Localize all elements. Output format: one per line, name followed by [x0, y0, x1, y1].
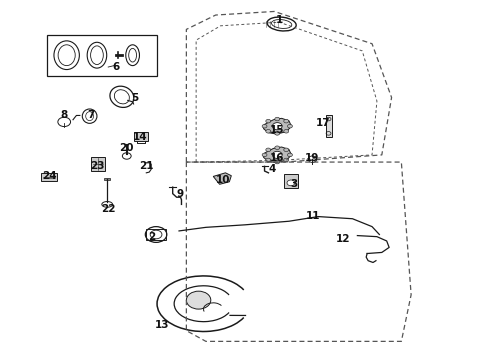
Circle shape — [266, 148, 270, 152]
Circle shape — [287, 180, 295, 186]
Circle shape — [275, 132, 280, 135]
Circle shape — [275, 146, 280, 149]
Text: 11: 11 — [306, 211, 320, 221]
Text: 13: 13 — [155, 320, 169, 330]
Circle shape — [266, 158, 270, 162]
Text: 23: 23 — [90, 161, 105, 171]
Bar — [147, 229, 166, 240]
Circle shape — [266, 120, 270, 123]
Text: 6: 6 — [112, 62, 119, 72]
Bar — [326, 116, 332, 137]
Text: 21: 21 — [139, 161, 153, 171]
Text: 16: 16 — [270, 153, 284, 163]
Polygon shape — [213, 173, 231, 184]
Text: 17: 17 — [316, 118, 330, 128]
Text: 22: 22 — [101, 204, 116, 215]
Bar — [47, 35, 157, 76]
Circle shape — [272, 151, 282, 158]
Circle shape — [262, 153, 267, 157]
Text: 15: 15 — [270, 125, 284, 135]
Circle shape — [186, 291, 211, 309]
Text: 4: 4 — [268, 164, 275, 174]
Text: 10: 10 — [216, 175, 230, 185]
Text: 9: 9 — [177, 189, 184, 199]
Bar — [91, 157, 105, 171]
Text: 1: 1 — [275, 15, 283, 26]
Circle shape — [266, 130, 270, 133]
Text: 19: 19 — [305, 153, 319, 163]
Text: 20: 20 — [120, 143, 134, 153]
Bar — [104, 178, 110, 180]
Circle shape — [262, 125, 267, 128]
Polygon shape — [264, 147, 292, 163]
Text: 7: 7 — [87, 111, 95, 121]
Circle shape — [284, 120, 289, 123]
Circle shape — [272, 123, 282, 130]
Bar — [284, 174, 298, 188]
Circle shape — [284, 148, 289, 152]
Circle shape — [284, 158, 289, 162]
Polygon shape — [264, 118, 292, 134]
Circle shape — [288, 125, 293, 128]
Text: 3: 3 — [290, 179, 297, 189]
Bar — [134, 132, 148, 140]
Text: 12: 12 — [336, 234, 350, 244]
Bar — [41, 173, 57, 181]
Circle shape — [288, 153, 293, 157]
Circle shape — [284, 130, 289, 133]
Text: 14: 14 — [133, 132, 147, 142]
Text: 24: 24 — [42, 171, 57, 181]
Text: 2: 2 — [148, 232, 156, 242]
Text: 8: 8 — [61, 111, 68, 121]
Circle shape — [275, 117, 280, 121]
Circle shape — [275, 160, 280, 164]
Text: 5: 5 — [131, 93, 139, 103]
